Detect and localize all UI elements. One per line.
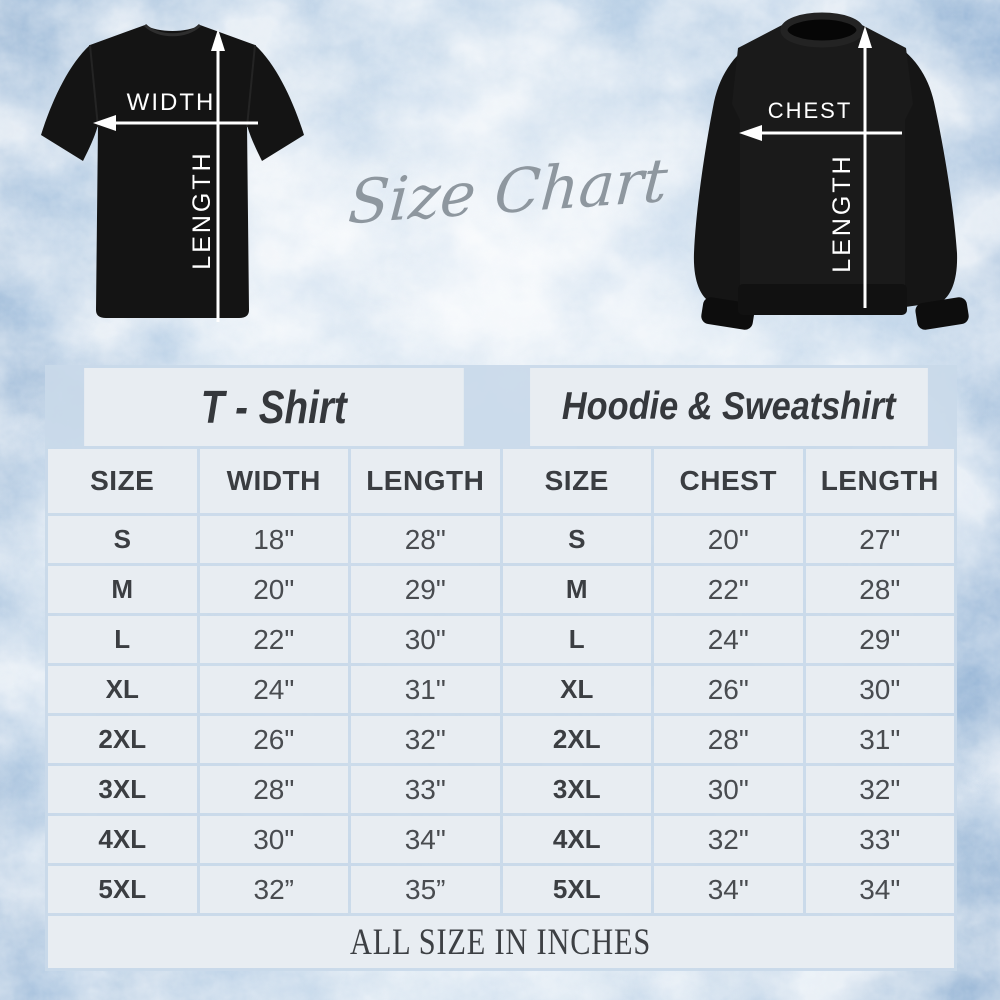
table-footer-note: ALL SIZE IN INCHES <box>48 916 954 968</box>
value-cell: 24" <box>199 666 348 713</box>
tshirt-width-arrow <box>93 115 258 131</box>
size-cell: 2XL <box>48 716 197 763</box>
value-cell: 18" <box>199 516 348 563</box>
tshirt-section-title: T - Shirt <box>84 368 464 446</box>
tshirt-length-arrow <box>211 29 225 322</box>
size-table: T - Shirt Hoodie & Sweatshirt SIZE WIDTH… <box>45 365 957 971</box>
value-cell: 22" <box>199 616 348 663</box>
value-cell: 20" <box>199 566 348 613</box>
value-cell: 20" <box>654 516 803 563</box>
column-header: LENGTH <box>805 449 954 513</box>
value-cell: 35” <box>351 866 500 913</box>
size-cell: M <box>48 566 197 613</box>
size-cell: XL <box>502 666 651 713</box>
sweatshirt-body <box>732 16 913 286</box>
sweatshirt-length-label: LENGTH <box>828 153 856 272</box>
value-cell: 30" <box>199 816 348 863</box>
size-cell: M <box>502 566 651 613</box>
value-cell: 26" <box>199 716 348 763</box>
tshirt-width-label: WIDTH <box>127 89 216 116</box>
size-cell: 3XL <box>502 766 651 813</box>
column-header: CHEST <box>654 449 803 513</box>
value-cell: 32" <box>805 766 954 813</box>
value-cell: 31" <box>805 716 954 763</box>
size-cell: L <box>502 616 651 663</box>
value-cell: 24" <box>654 616 803 663</box>
sweatshirt-right-cuff <box>915 297 969 330</box>
value-cell: 33" <box>351 766 500 813</box>
size-cell: S <box>502 516 651 563</box>
column-header: SIZE <box>502 449 651 513</box>
value-cell: 28" <box>199 766 348 813</box>
value-cell: 32" <box>654 816 803 863</box>
tshirt-sleeve-seams <box>89 44 256 128</box>
value-cell: 29" <box>805 616 954 663</box>
size-cell: S <box>48 516 197 563</box>
value-cell: 34" <box>805 866 954 913</box>
size-cell: 4XL <box>48 816 197 863</box>
size-chart-script-title: Size Chart <box>346 145 670 239</box>
value-cell: 34" <box>654 866 803 913</box>
value-cell: 34" <box>351 816 500 863</box>
sweatshirt-length-arrow <box>858 26 872 308</box>
value-cell: 30" <box>805 666 954 713</box>
value-cell: 33" <box>805 816 954 863</box>
column-header: LENGTH <box>351 449 500 513</box>
value-cell: 28" <box>351 516 500 563</box>
size-cell: 5XL <box>502 866 651 913</box>
size-cell: 5XL <box>48 866 197 913</box>
value-cell: 32" <box>351 716 500 763</box>
column-header: SIZE <box>48 449 197 513</box>
value-cell: 28" <box>654 716 803 763</box>
footer-text: ALL SIZE IN INCHES <box>350 921 652 963</box>
hoodie-section-title: Hoodie & Sweatshirt <box>529 368 927 446</box>
size-cell: XL <box>48 666 197 713</box>
value-cell: 22" <box>654 566 803 613</box>
value-cell: 28" <box>805 566 954 613</box>
value-cell: 31" <box>351 666 500 713</box>
sweatshirt-chest-label: CHEST <box>768 98 853 123</box>
sweatshirt-waistband <box>738 284 907 315</box>
sweatshirt-illustration: CHEST LENGTH <box>693 12 969 330</box>
sweatshirt-collar <box>780 12 864 48</box>
value-cell: 27" <box>805 516 954 563</box>
tshirt-body <box>41 25 304 318</box>
value-cell: 26" <box>654 666 803 713</box>
value-cell: 30" <box>654 766 803 813</box>
size-cell: 4XL <box>502 816 651 863</box>
value-cell: 30" <box>351 616 500 663</box>
size-cell: L <box>48 616 197 663</box>
sweatshirt-right-sleeve <box>860 28 958 308</box>
column-header: WIDTH <box>199 449 348 513</box>
size-cell: 2XL <box>502 716 651 763</box>
value-cell: 32” <box>199 866 348 913</box>
tshirt-collar <box>143 23 202 37</box>
tshirt-illustration: WIDTH LENGTH <box>41 23 304 322</box>
size-cell: 3XL <box>48 766 197 813</box>
value-cell: 29" <box>351 566 500 613</box>
tshirt-length-label: LENGTH <box>188 150 216 269</box>
sweatshirt-chest-arrow <box>739 125 902 141</box>
